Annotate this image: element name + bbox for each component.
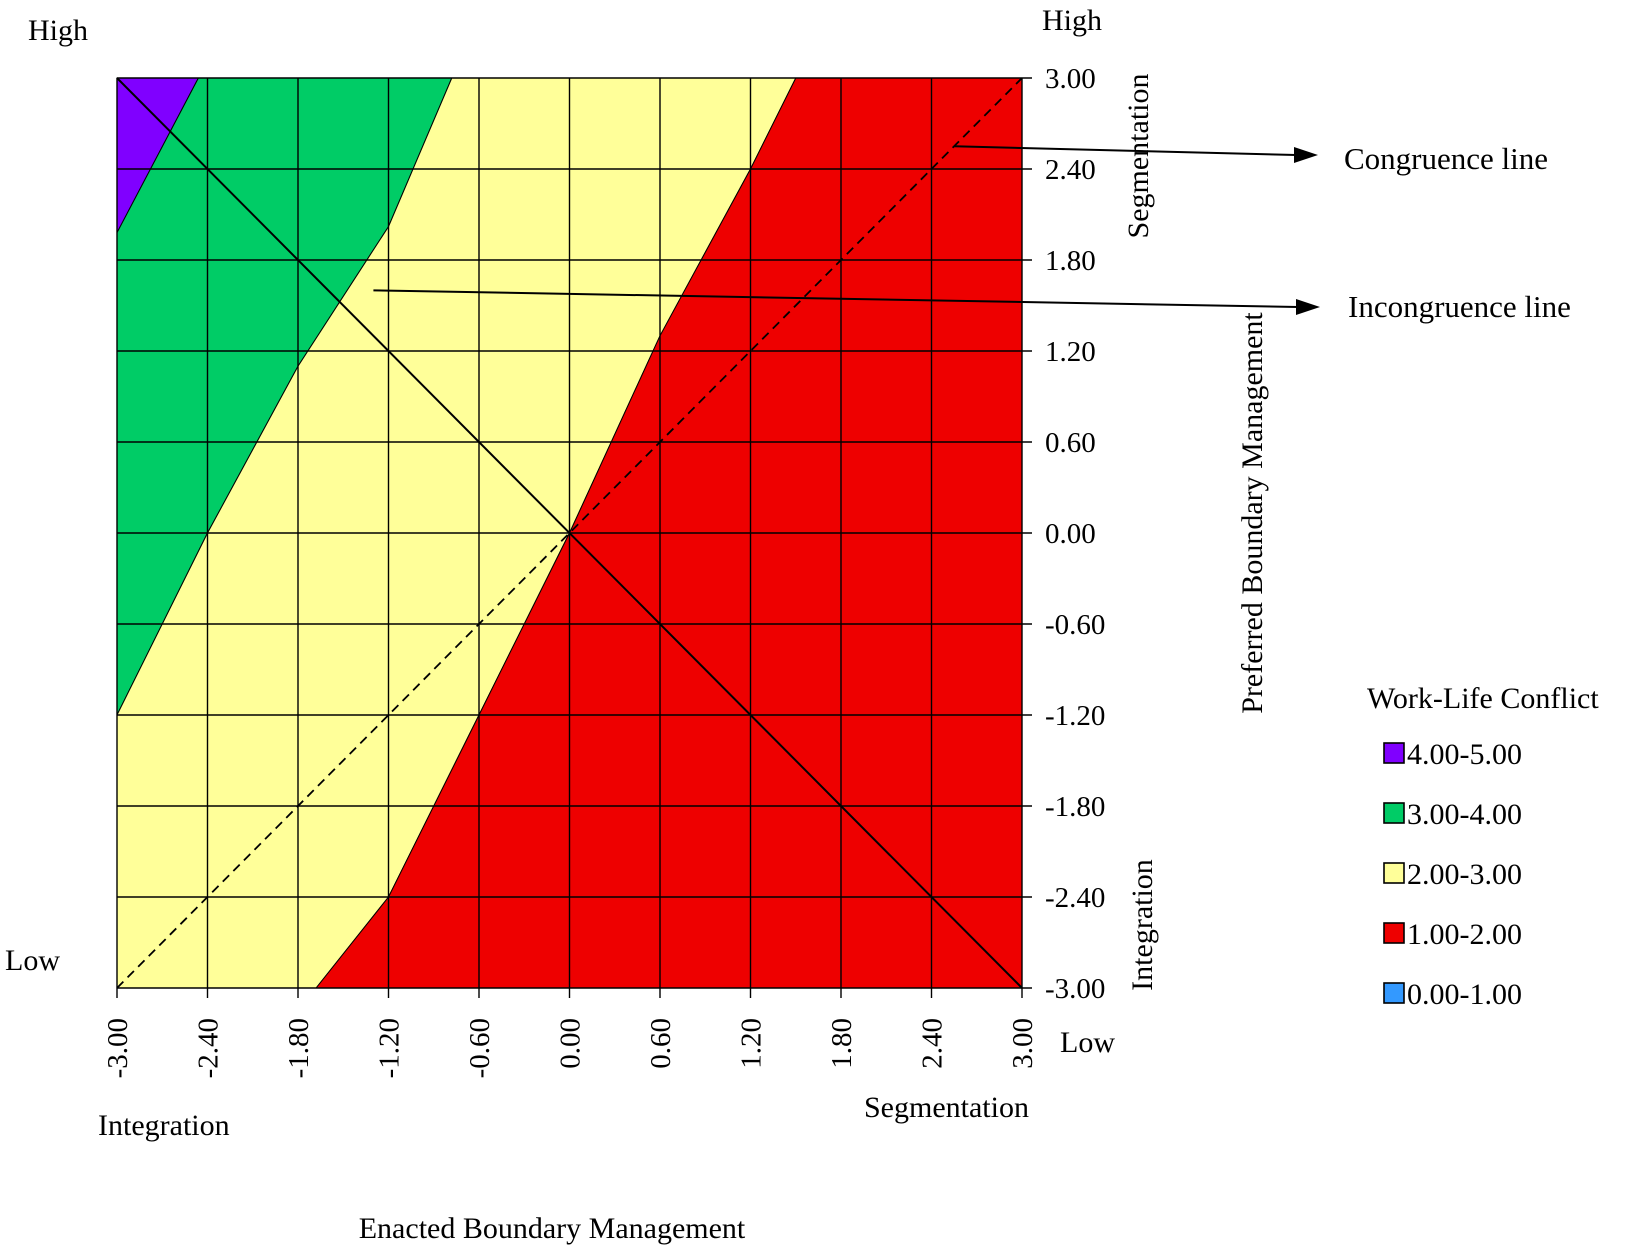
y-tick-label-9: -2.40: [1045, 882, 1105, 914]
y-tick-label-6: -0.60: [1045, 609, 1105, 641]
x-tick-label-5: 0.00: [555, 1018, 587, 1069]
x-high-end-label: Segmentation: [864, 1091, 1029, 1124]
x-tick-label-7: 1.20: [736, 1018, 768, 1069]
incongruence-line-label: Incongruence line: [1348, 289, 1571, 324]
right-high-label: High: [1042, 4, 1102, 37]
x-tick-label-9: 2.40: [917, 1018, 949, 1069]
x-tick-label-1: -2.40: [193, 1018, 225, 1078]
legend-label-1.00-2.00: 1.00-2.00: [1407, 918, 1522, 951]
left-low-label: Low: [5, 944, 60, 977]
x-tick-label-0: -3.00: [102, 1018, 134, 1078]
y-tick-label-2: 1.80: [1045, 245, 1096, 277]
legend-items: 4.00-5.00 3.00-4.00 2.00-3.00 1.00-2.00 0.00…: [1383, 738, 1522, 1011]
x-tick-label-10: 3.00: [1007, 1018, 1039, 1069]
x-tick-label-4: -0.60: [464, 1018, 496, 1078]
x-axis-title: Enacted Boundary Management: [359, 1212, 746, 1245]
x-tick-label-3: -1.20: [374, 1018, 406, 1078]
legend-label-4.00-5.00: 4.00-5.00: [1407, 738, 1522, 771]
legend-label-2.00-3.00: 2.00-3.00: [1407, 858, 1522, 891]
y-tick-label-10: -3.00: [1045, 973, 1105, 1005]
y-tick-label-4: 0.60: [1045, 427, 1096, 459]
congruence-line: [116, 77, 1023, 989]
legend-swatch-4.00-5.00: [1383, 742, 1405, 764]
annotation-arrow-0: [954, 145, 1297, 156]
congruence-line-label: Congruence line: [1344, 141, 1548, 176]
legend-swatch-3.00-4.00: [1383, 802, 1405, 824]
y-tick-label-1: 2.40: [1045, 154, 1096, 186]
legend-title: Work-Life Conflict: [1367, 682, 1599, 715]
grid-layer: [116, 77, 1032, 998]
legend-swatch-2.00-3.00: [1383, 862, 1405, 884]
left-high-label: High: [28, 14, 88, 47]
y-tick-label-0: 3.00: [1045, 63, 1096, 95]
x-tick-label-8: 1.80: [826, 1018, 858, 1069]
legend-label-0.00-1.00: 0.00-1.00: [1407, 978, 1522, 1011]
legend: Work-Life Conflict 4.00-5.00 3.00-4.00 2.0…: [1367, 682, 1599, 1011]
y-tick-label-8: -1.80: [1045, 791, 1105, 823]
tick-layer: 3.00 2.40 1.80 1.20 0.60 0.00 -0.60 -1.20 -1.80 -…: [102, 63, 1105, 1078]
annotation-arrowhead-1: [1296, 299, 1320, 315]
legend-swatch-0.00-1.00: [1383, 982, 1405, 1004]
annotation-arrowhead-0: [1294, 147, 1318, 163]
y-high-end-label: Segmentation: [1122, 74, 1155, 239]
y-tick-label-5: 0.00: [1045, 518, 1096, 550]
legend-label-3.00-4.00: 3.00-4.00: [1407, 798, 1522, 831]
annotation-arrow-1: [373, 289, 1299, 308]
legend-swatch-1.00-2.00: [1383, 922, 1405, 944]
x-low-end-label: Integration: [98, 1109, 230, 1142]
y-tick-label-3: 1.20: [1045, 336, 1096, 368]
incongruence-line: [116, 77, 1023, 989]
line-layer: [116, 77, 1320, 989]
x-tick-label-6: 0.60: [645, 1018, 677, 1069]
right-low-label: Low: [1060, 1026, 1115, 1059]
y-tick-label-7: -1.20: [1045, 700, 1105, 732]
y-axis-title: Preferred Boundary Management: [1236, 312, 1269, 714]
y-low-end-label: Integration: [1126, 859, 1159, 991]
x-tick-label-2: -1.80: [283, 1018, 315, 1078]
